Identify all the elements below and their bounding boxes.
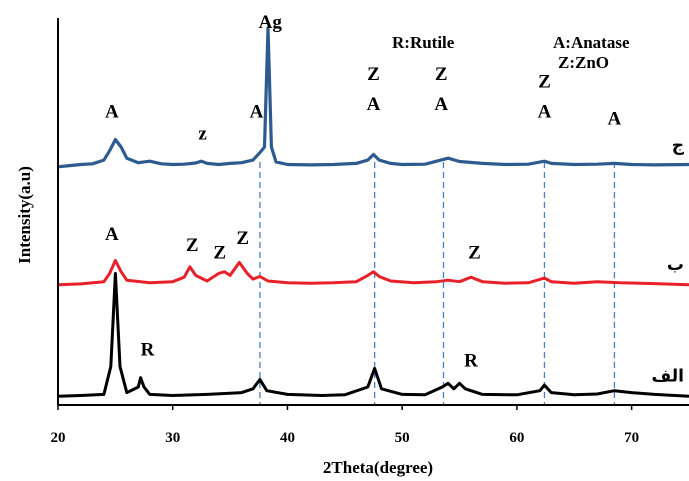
peak-label-5: A xyxy=(367,94,381,115)
peak-label-12: Z xyxy=(186,235,199,256)
legend-zno: Z:ZnO xyxy=(558,53,609,72)
peak-label-7: A xyxy=(434,94,448,115)
series-label-0: ج xyxy=(672,136,685,156)
x-axis-title: 2Theta(degree) xyxy=(323,458,433,477)
x-tick-label-3: 50 xyxy=(395,430,410,446)
x-axis-ticks: 20 30 40 50 60 70 xyxy=(51,405,639,446)
legend-rutile: R:Rutile xyxy=(392,33,455,52)
peak-label-16: R xyxy=(141,339,155,360)
series-line-0 xyxy=(57,26,689,169)
series-label-2: الف xyxy=(652,366,684,386)
x-tick-label-1: 30 xyxy=(165,430,180,446)
series-label-1: ب xyxy=(667,255,684,275)
peak-label-13: Z xyxy=(213,243,226,264)
peak-label-6: Z xyxy=(435,64,448,85)
peak-label-17: R xyxy=(464,351,478,372)
peak-label-15: Z xyxy=(468,243,481,264)
y-axis-title: Intensity(a.u) xyxy=(15,166,34,264)
peak-label-10: A xyxy=(608,109,622,130)
series-layer xyxy=(57,26,689,398)
legend-anatase: A:Anatase xyxy=(553,33,630,52)
series-line-1 xyxy=(57,259,689,287)
peak-label-9: A xyxy=(538,101,552,122)
peak-label-2: z xyxy=(198,124,207,145)
peak-label-14: Z xyxy=(236,228,249,249)
x-tick-label-4: 60 xyxy=(509,430,524,446)
peak-label-4: Z xyxy=(367,64,380,85)
x-tick-label-0: 20 xyxy=(51,430,66,446)
peak-label-3: A xyxy=(250,101,264,122)
peak-label-8: Z xyxy=(538,72,551,93)
x-tick-label-2: 40 xyxy=(280,430,295,446)
x-tick-label-5: 70 xyxy=(624,430,639,446)
peak-label-1: A xyxy=(105,101,119,122)
series-labels: ج ب الف xyxy=(652,136,685,387)
peak-label-11: A xyxy=(105,224,119,245)
peak-label-0: Ag xyxy=(259,12,283,33)
series-line-2 xyxy=(57,272,689,398)
